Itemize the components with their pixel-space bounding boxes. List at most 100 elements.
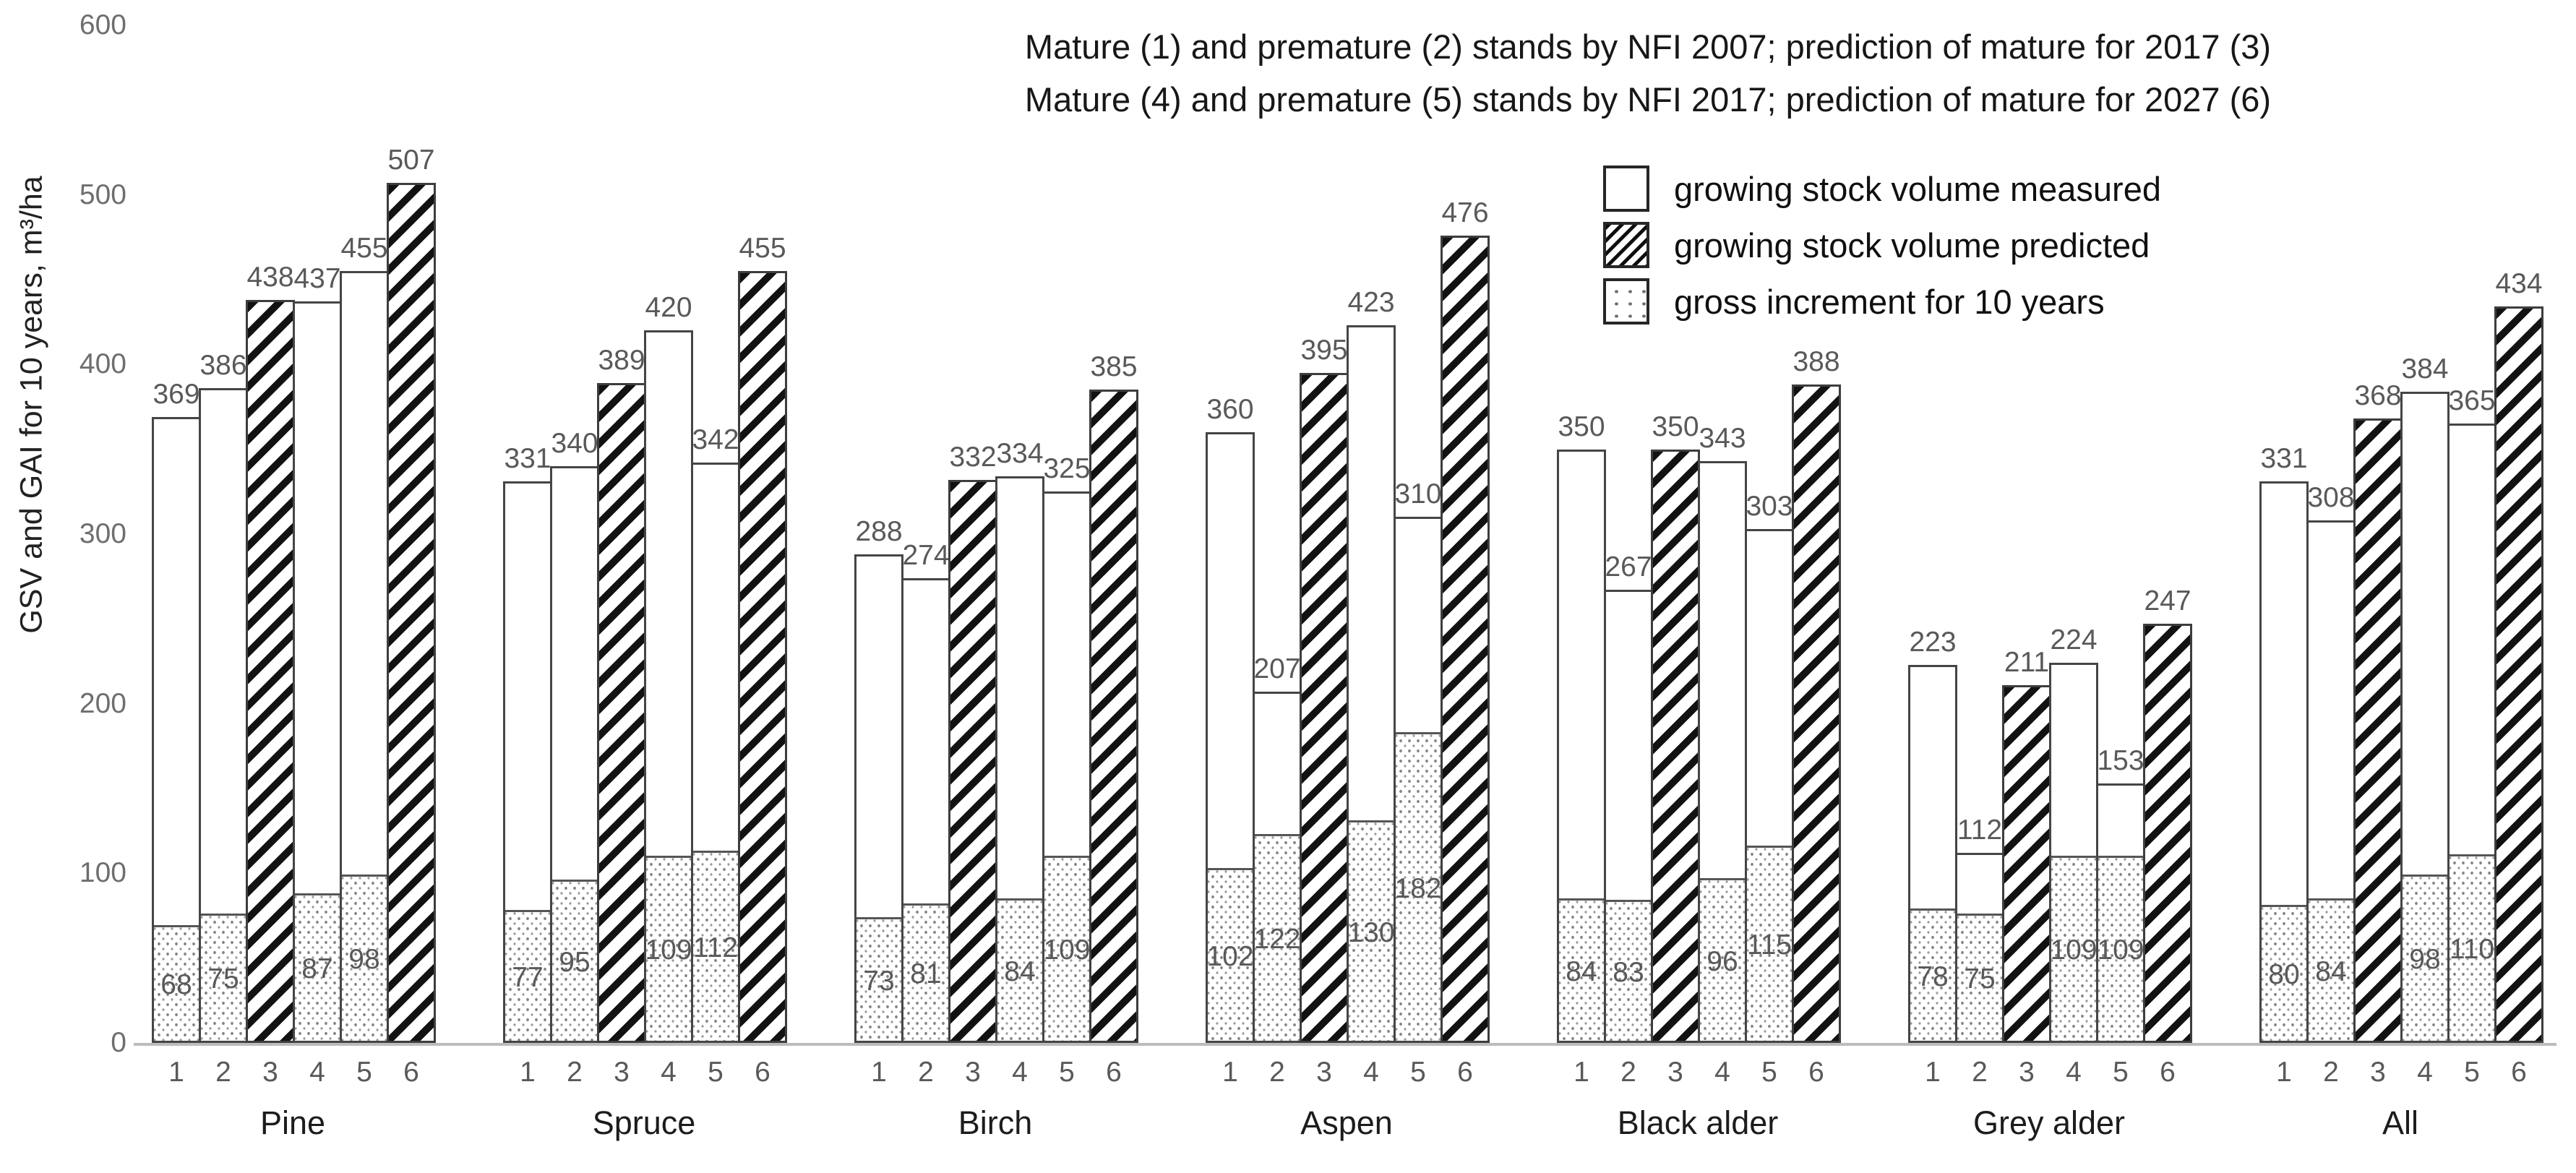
bar-grey-alder-2 [1955, 853, 2004, 1043]
group-label-aspen: Aspen [1300, 1104, 1393, 1141]
gross-increment-segment [295, 893, 340, 1041]
gsv-value-label: 395 [1300, 335, 1348, 366]
bar-number-label: 6 [2511, 1057, 2527, 1088]
y-axis-tick-label: 400 [79, 348, 126, 380]
gsv-value-label: 455 [340, 233, 388, 264]
gsv-value-label: 267 [1605, 551, 1652, 583]
gsv-value-label: 360 [1206, 394, 1254, 425]
y-axis-title: GSV and GAI for 10 years, m³/ha [14, 176, 49, 634]
gross-increment-segment [2262, 905, 2306, 1041]
bar-all-1 [2259, 481, 2309, 1043]
gross-increment-segment [2309, 898, 2353, 1041]
legend-row-predicted: growing stock volume predicted [1603, 222, 2161, 268]
gsv-value-label: 455 [739, 233, 786, 264]
gsv-value-label: 434 [2495, 268, 2543, 299]
gai-value-label: 109 [645, 934, 692, 966]
bar-all-4 [2400, 392, 2450, 1043]
bar-number-label: 3 [2019, 1057, 2035, 1088]
bar-black-alder-6 [1792, 384, 1841, 1043]
gsv-value-label: 310 [1394, 478, 1442, 510]
y-axis-tick-label: 0 [111, 1027, 126, 1058]
gross-increment-segment [1255, 834, 1300, 1041]
gai-value-label: 83 [1613, 956, 1644, 988]
bar-number-label: 5 [1059, 1057, 1075, 1088]
x-axis-line [134, 1043, 2556, 1046]
bar-number-label: 2 [1972, 1057, 1988, 1088]
bar-aspen-3 [1300, 373, 1349, 1043]
gsv-value-label: 334 [996, 438, 1044, 469]
gross-increment-segment [1910, 908, 1955, 1041]
bar-spruce-5 [691, 463, 740, 1043]
gsv-value-label: 420 [645, 292, 692, 323]
chart-title-line-1: Mature (1) and premature (2) stands by N… [1024, 27, 2272, 66]
gross-increment-segment [646, 856, 691, 1041]
bar-number-label: 4 [1012, 1057, 1028, 1088]
bar-number-label: 1 [168, 1057, 184, 1088]
bar-number-label: 6 [1808, 1057, 1824, 1088]
gsv-value-label: 507 [387, 145, 435, 176]
bar-all-6 [2494, 306, 2543, 1043]
gsv-value-label: 423 [1347, 287, 1395, 318]
bar-number-label: 6 [1106, 1057, 1122, 1088]
gai-value-label: 84 [1566, 955, 1597, 987]
bar-number-label: 4 [1363, 1057, 1379, 1088]
bar-pine-4 [293, 301, 342, 1043]
gai-value-label: 115 [1746, 929, 1793, 961]
gross-increment-segment [856, 917, 901, 1041]
group-label-all: All [2382, 1104, 2418, 1141]
gross-increment-segment [1349, 820, 1394, 1041]
gai-value-label: 87 [301, 953, 333, 984]
gsv-value-label: 331 [2260, 443, 2308, 474]
bar-spruce-3 [597, 383, 646, 1043]
gross-increment-segment [1957, 914, 2002, 1041]
gsv-value-label: 224 [2050, 624, 2098, 656]
bar-grey-alder-5 [2096, 783, 2145, 1043]
bar-pine-1 [152, 417, 201, 1043]
group-label-birch: Birch [958, 1104, 1033, 1141]
gsv-value-label: 340 [551, 428, 598, 459]
bar-number-label: 4 [2417, 1057, 2433, 1088]
gai-value-label: 130 [1347, 916, 1395, 948]
gross-increment-segment [1396, 732, 1441, 1041]
y-axis-tick-label: 200 [79, 687, 126, 719]
bar-aspen-5 [1394, 517, 1443, 1043]
bar-black-alder-5 [1745, 529, 1794, 1043]
gai-value-label: 112 [692, 932, 739, 963]
gsv-value-label: 386 [199, 350, 247, 381]
gsv-value-label: 332 [949, 442, 997, 473]
bar-number-label: 4 [2066, 1057, 2082, 1088]
bar-number-label: 2 [918, 1057, 934, 1088]
gross-increment-segment [552, 880, 597, 1041]
bar-number-label: 1 [520, 1057, 536, 1088]
bar-pine-5 [340, 271, 389, 1043]
gsv-value-label: 207 [1253, 653, 1301, 684]
bar-number-label: 6 [1457, 1057, 1473, 1088]
gsv-value-label: 153 [2097, 745, 2144, 776]
gai-value-label: 78 [1917, 961, 1949, 992]
gsv-value-label: 389 [598, 345, 645, 376]
gsv-value-label: 247 [2144, 585, 2191, 616]
bar-number-label: 3 [614, 1057, 630, 1088]
bar-number-label: 2 [1269, 1057, 1285, 1088]
gai-value-label: 109 [1043, 934, 1091, 966]
bar-number-label: 2 [1620, 1057, 1636, 1088]
gross-increment-segment [1700, 878, 1745, 1041]
gai-value-label: 110 [2449, 934, 2495, 965]
gross-increment-segment [903, 903, 948, 1041]
gsv-value-label: 274 [902, 540, 950, 571]
gsv-value-label: 342 [692, 424, 739, 455]
bar-aspen-6 [1441, 236, 1490, 1043]
gsv-value-label: 388 [1793, 346, 1840, 377]
bar-all-5 [2447, 424, 2496, 1043]
y-axis-tick-label: 300 [79, 517, 126, 549]
gsv-value-label: 303 [1746, 491, 1793, 522]
bar-black-alder-1 [1557, 450, 1606, 1043]
gai-value-label: 109 [2097, 934, 2144, 966]
legend-label-predicted: growing stock volume predicted [1674, 225, 2150, 265]
gross-increment-segment [201, 914, 246, 1041]
y-axis-tick-label: 600 [79, 9, 126, 40]
bar-birch-2 [901, 578, 950, 1043]
gsv-value-label: 331 [504, 443, 551, 474]
gross-increment-segment [2403, 875, 2447, 1041]
gross-increment-segment [154, 925, 199, 1041]
